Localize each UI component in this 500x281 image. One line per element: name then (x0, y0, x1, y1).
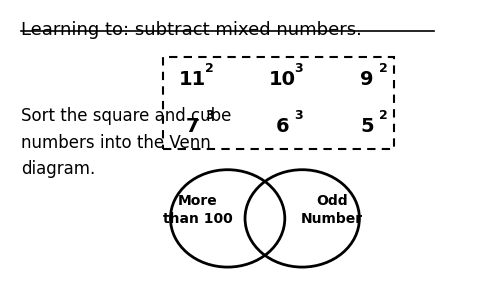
Text: Learning to: subtract mixed numbers.: Learning to: subtract mixed numbers. (22, 21, 362, 39)
Text: 10: 10 (269, 70, 296, 89)
Text: 9: 9 (360, 70, 374, 89)
Text: 3: 3 (294, 109, 303, 122)
Text: 5: 5 (360, 117, 374, 136)
Text: 6: 6 (276, 117, 289, 136)
Text: 7: 7 (186, 117, 200, 136)
Text: More
than 100: More than 100 (163, 194, 232, 226)
Text: 11: 11 (179, 70, 206, 89)
Text: 2: 2 (379, 109, 388, 122)
Text: Odd
Number: Odd Number (301, 194, 363, 226)
Text: 2: 2 (379, 62, 388, 75)
Text: 3: 3 (294, 62, 303, 75)
Text: 3: 3 (205, 109, 214, 122)
Text: Sort the square and cube
numbers into the Venn
diagram.: Sort the square and cube numbers into th… (22, 107, 232, 178)
Text: 2: 2 (205, 62, 214, 75)
